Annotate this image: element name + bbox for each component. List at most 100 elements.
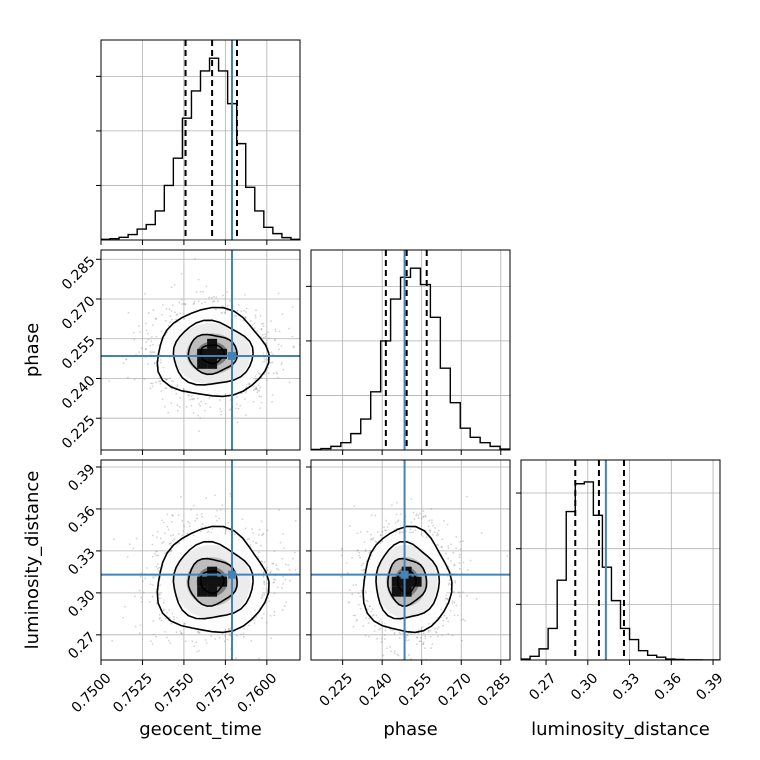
sample-point xyxy=(292,345,295,348)
sample-point xyxy=(413,518,416,521)
sample-point xyxy=(432,533,434,536)
sample-point xyxy=(173,283,176,286)
sample-point xyxy=(443,519,445,522)
sample-point xyxy=(252,531,254,534)
sample-point xyxy=(140,600,143,603)
sample-point xyxy=(364,548,367,551)
sample-point xyxy=(165,307,168,310)
sample-point xyxy=(155,554,158,557)
density-cell xyxy=(197,586,208,597)
density-cell xyxy=(197,576,208,587)
sample-point xyxy=(244,527,247,530)
sample-point xyxy=(223,311,226,314)
sample-point xyxy=(263,356,265,359)
sample-point xyxy=(432,524,435,527)
sample-point xyxy=(260,544,262,547)
sample-point xyxy=(349,589,351,592)
sample-point xyxy=(394,522,397,524)
x-axis-title: luminosity_distance xyxy=(531,719,710,740)
sample-point xyxy=(424,514,427,517)
sample-point xyxy=(422,510,425,512)
panel-2-0 xyxy=(96,459,301,665)
sample-point xyxy=(191,398,193,400)
sample-point xyxy=(145,329,148,332)
sample-point xyxy=(268,337,270,340)
sample-point xyxy=(253,327,256,329)
sample-point xyxy=(211,528,214,530)
sample-point xyxy=(176,385,179,388)
sample-point xyxy=(229,492,232,495)
sample-point xyxy=(360,564,363,567)
sample-point xyxy=(143,378,146,380)
sample-point xyxy=(208,397,211,399)
panel-frame xyxy=(100,249,301,451)
sample-point xyxy=(138,351,140,354)
sample-point xyxy=(435,631,438,634)
sample-point xyxy=(260,401,263,404)
sample-point xyxy=(243,309,245,312)
sample-point xyxy=(196,513,198,516)
sample-point xyxy=(204,638,207,641)
sample-point xyxy=(282,368,285,371)
sample-point xyxy=(384,529,387,532)
sample-point xyxy=(139,331,142,334)
sample-point xyxy=(155,335,158,338)
sample-point xyxy=(450,543,452,546)
sample-point xyxy=(193,645,196,648)
sample-point xyxy=(440,546,443,549)
sample-point xyxy=(192,303,195,306)
sample-point xyxy=(435,534,438,537)
sample-point xyxy=(261,617,263,619)
sample-point xyxy=(261,533,264,536)
sample-point xyxy=(220,413,222,416)
sample-point xyxy=(274,330,277,333)
sample-point xyxy=(176,313,179,316)
sample-point xyxy=(424,515,427,518)
sample-point xyxy=(430,508,433,510)
tick-label: 0.240 xyxy=(356,670,396,710)
sample-point xyxy=(446,598,449,600)
sample-point xyxy=(257,534,260,536)
sample-point xyxy=(371,661,373,663)
sample-point xyxy=(402,531,404,534)
sample-point xyxy=(255,387,258,390)
sample-point xyxy=(202,290,204,293)
sample-point xyxy=(388,523,390,525)
sample-point xyxy=(180,272,183,275)
sample-point xyxy=(457,591,460,594)
sample-point xyxy=(422,641,425,644)
sample-point xyxy=(437,529,440,532)
sample-point xyxy=(260,534,263,537)
sample-point xyxy=(256,391,259,394)
sample-point xyxy=(205,497,208,499)
sample-point xyxy=(162,304,164,306)
sample-point xyxy=(441,634,444,637)
sample-point xyxy=(414,529,417,532)
sample-point xyxy=(179,630,182,633)
sample-point xyxy=(164,387,167,390)
sample-point xyxy=(141,580,144,583)
sample-point xyxy=(249,544,252,546)
sample-point xyxy=(284,578,287,581)
sample-point xyxy=(265,621,268,624)
sample-point xyxy=(159,380,162,383)
sample-point xyxy=(271,394,274,396)
sample-point xyxy=(170,387,173,390)
tick-label: 0.7525 xyxy=(110,670,156,716)
sample-point xyxy=(262,322,265,325)
tick-label: 0.27 xyxy=(526,670,559,703)
sample-point xyxy=(166,611,169,614)
sample-point xyxy=(175,318,178,321)
sample-point xyxy=(406,634,409,637)
sample-point xyxy=(365,617,368,619)
sample-point xyxy=(397,519,400,522)
sample-point xyxy=(176,409,179,412)
sample-point xyxy=(257,555,260,558)
sample-point xyxy=(193,397,196,400)
density-cell xyxy=(207,338,218,349)
sample-point xyxy=(237,407,240,410)
sample-point xyxy=(352,625,355,628)
sample-point xyxy=(252,540,255,543)
sample-point xyxy=(294,568,297,571)
sample-point xyxy=(447,545,450,547)
